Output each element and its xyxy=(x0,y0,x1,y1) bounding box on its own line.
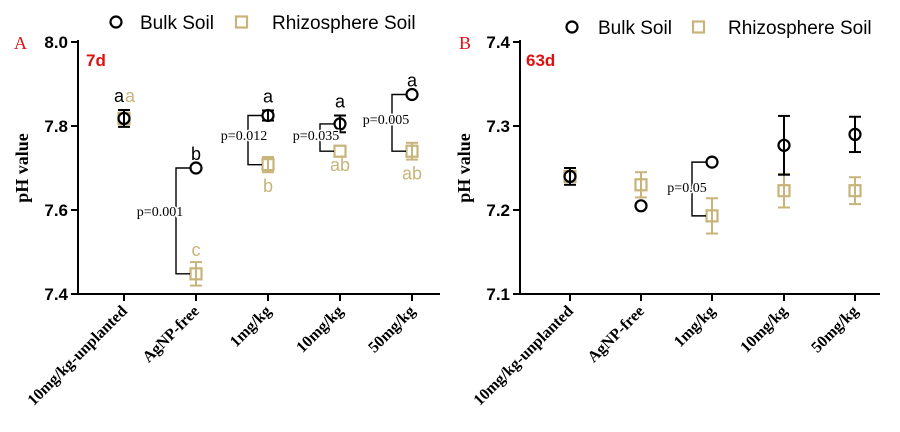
bulk-point xyxy=(777,138,791,152)
legend-rhizo-label: Rhizosphere Soil xyxy=(272,13,416,34)
panel-letter: B xyxy=(459,33,471,53)
p-value-label: p=0.001 xyxy=(137,205,183,220)
bulk-point xyxy=(261,108,275,123)
panel-letter: A xyxy=(14,33,27,53)
legend-rhizo-label: Rhizosphere Soil xyxy=(728,18,872,39)
legend-bulk-label: Bulk Soil xyxy=(140,13,214,34)
legend-bulk-marker xyxy=(109,15,123,29)
significance-letter-rhizo: ab xyxy=(330,155,350,175)
bulk-point xyxy=(634,199,648,213)
significance-letter-bulk: a xyxy=(407,71,418,91)
x-tick-label: 10mg/kg xyxy=(293,303,347,357)
y-tick-label: 7.4 xyxy=(486,33,510,52)
y-tick-label: 7.6 xyxy=(44,201,68,220)
legend-a: Bulk Soil Rhizosphere Soil xyxy=(109,13,416,34)
significance-bracket xyxy=(175,167,190,275)
y-tick-label: 7.1 xyxy=(486,285,510,304)
y-axis-label: pH value xyxy=(454,133,474,203)
rhizo-point xyxy=(405,144,419,158)
bulk-point xyxy=(405,87,419,102)
y-axis-label: pH value xyxy=(12,133,32,203)
y-tick-label: 8.0 xyxy=(44,33,68,52)
x-tick-label: 10mg/kg-unplanted xyxy=(24,303,130,409)
p-value-label: p=0.035 xyxy=(293,129,339,144)
x-tick-label: 50mg/kg xyxy=(808,303,862,357)
legend-rhizo-marker xyxy=(234,15,249,29)
x-tick-label: 50mg/kg xyxy=(365,303,419,357)
x-tick-label: AgNP-free xyxy=(584,303,647,366)
p-value-label: p=0.05 xyxy=(667,181,706,196)
p-value-label: p=0.005 xyxy=(363,113,409,128)
chart-panel-a: A 7d 7.4 7.6 7.8 8.0 pH value 10mg/kg-unplanted… xyxy=(12,33,440,409)
bulk-point xyxy=(563,169,577,183)
x-tick-label: 1mg/kg xyxy=(671,303,719,351)
y-tick-label: 7.4 xyxy=(44,285,68,304)
legend-bulk-marker xyxy=(565,20,579,34)
significance-letter-bulk: a xyxy=(263,86,274,106)
bulk-point xyxy=(848,127,862,141)
bulk-point xyxy=(705,155,719,169)
rhizo-point xyxy=(189,267,203,281)
legend-b: Bulk Soil Rhizosphere Soil xyxy=(565,18,872,39)
significance-letter-bulk: a xyxy=(335,92,346,112)
bulk-point xyxy=(117,111,131,126)
bulk-point xyxy=(333,117,347,131)
rhizo-point xyxy=(705,209,719,223)
rhizo-point xyxy=(848,184,862,198)
rhizo-point xyxy=(777,184,791,198)
p-value-label: p=0.012 xyxy=(221,129,267,144)
x-tick-label: 10mg/kg xyxy=(737,303,791,357)
x-tick-label: AgNP-free xyxy=(139,303,202,366)
rhizo-point xyxy=(261,158,275,172)
panel-tag: 7d xyxy=(86,51,106,70)
significance-bracket xyxy=(391,93,406,152)
rhizo-point xyxy=(333,144,347,158)
chart-panel-b: B 63d 7.1 7.2 7.3 7.4 pH value 10mg/kg-unplante… xyxy=(454,33,880,409)
rhizo-point xyxy=(634,178,648,192)
significance-letter-bulk: a xyxy=(114,86,125,106)
significance-letter-bulk: b xyxy=(191,144,201,164)
y-tick-label: 7.3 xyxy=(486,117,510,136)
significance-letter-rhizo: c xyxy=(192,240,201,260)
significance-bracket xyxy=(247,114,262,166)
x-tick-label: 1mg/kg xyxy=(227,303,275,351)
bulk-point xyxy=(189,161,203,175)
significance-bracket xyxy=(319,123,334,152)
significance-letter-rhizo: a xyxy=(125,86,136,106)
significance-letter-rhizo: b xyxy=(263,176,273,196)
panel-tag: 63d xyxy=(526,51,555,70)
significance-letter-rhizo: ab xyxy=(402,164,422,184)
significance-bracket xyxy=(691,161,706,217)
y-tick-label: 7.2 xyxy=(486,201,510,220)
legend-rhizo-marker xyxy=(691,20,706,34)
legend-bulk-label: Bulk Soil xyxy=(598,18,672,39)
x-tick-label: 10mg/kg-unplanted xyxy=(470,303,576,409)
y-tick-label: 7.8 xyxy=(44,117,68,136)
